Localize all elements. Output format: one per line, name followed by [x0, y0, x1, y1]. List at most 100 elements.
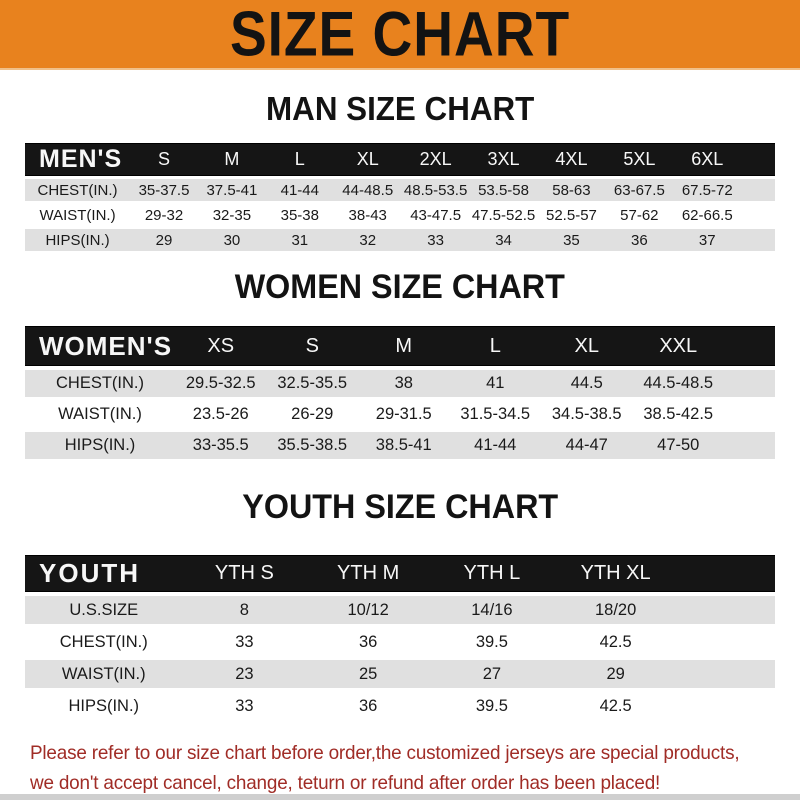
column-header: M	[358, 326, 450, 366]
column-header: YTH S	[182, 555, 307, 592]
filler-cell	[741, 229, 775, 251]
table-title-cell: YOUTH	[25, 555, 183, 592]
filler-cell	[741, 143, 775, 176]
row-label: WAIST(IN.)	[25, 401, 175, 428]
row-label: CHEST(IN.)	[25, 628, 183, 656]
value-cell: 10/12	[306, 596, 430, 624]
value-cell: 34	[469, 229, 538, 251]
table-header-row: YOUTH YTH S YTH M YTH L YTH XL	[25, 555, 775, 592]
value-cell: 18/20	[553, 596, 678, 624]
column-header: XL	[541, 326, 633, 366]
bottom-edge-strip	[0, 794, 800, 800]
value-cell: 34.5-38.5	[541, 401, 633, 428]
column-header: XS	[175, 326, 267, 366]
value-cell: 39.5	[430, 628, 554, 656]
column-header: 6XL	[673, 143, 742, 176]
value-cell: 23	[182, 660, 307, 688]
row-label: WAIST(IN.)	[25, 204, 131, 226]
table-header-row: WOMEN'S XS S M L XL XXL	[25, 326, 775, 366]
value-cell: 44-48.5	[333, 179, 402, 201]
row-label: U.S.SIZE	[25, 596, 183, 624]
value-cell: 63-67.5	[605, 179, 674, 201]
filler-cell	[724, 326, 775, 366]
value-cell: 44-47	[541, 432, 633, 459]
row-label: HIPS(IN.)	[25, 229, 131, 251]
size-chart-banner: SIZE CHART	[0, 0, 800, 70]
table-row: CHEST(IN.) 33 36 39.5 42.5	[25, 628, 775, 656]
value-cell: 23.5-26	[175, 401, 267, 428]
value-cell: 36	[306, 628, 430, 656]
value-cell: 35	[537, 229, 606, 251]
value-cell: 38.5-42.5	[632, 401, 724, 428]
value-cell: 42.5	[553, 628, 678, 656]
value-cell: 14/16	[430, 596, 554, 624]
row-label: WAIST(IN.)	[25, 660, 183, 688]
column-header: 2XL	[401, 143, 470, 176]
value-cell: 37	[673, 229, 742, 251]
value-cell: 32.5-35.5	[266, 370, 358, 397]
youth-size-table: YOUTH YTH S YTH M YTH L YTH XL U.S.SIZE 8 10/12…	[25, 551, 775, 724]
table-title-cell: MEN'S	[25, 143, 131, 176]
value-cell: 52.5-57	[537, 204, 606, 226]
filler-cell	[677, 555, 775, 592]
value-cell: 27	[430, 660, 554, 688]
value-cell: 41-44	[265, 179, 334, 201]
value-cell: 37.5-41	[197, 179, 266, 201]
value-cell: 58-63	[537, 179, 606, 201]
value-cell: 62-66.5	[673, 204, 742, 226]
value-cell: 48.5-53.5	[401, 179, 470, 201]
column-header: S	[130, 143, 198, 176]
disclaimer-note: Please refer to our size chart before or…	[30, 738, 800, 798]
column-header: L	[265, 143, 334, 176]
value-cell: 43-47.5	[401, 204, 470, 226]
column-header: XL	[333, 143, 402, 176]
row-label: CHEST(IN.)	[25, 370, 175, 397]
value-cell: 39.5	[430, 692, 554, 720]
column-header: S	[266, 326, 358, 366]
column-header: XXL	[632, 326, 724, 366]
column-header: YTH M	[306, 555, 430, 592]
disclaimer-line-1: Please refer to our size chart before or…	[30, 742, 740, 764]
value-cell: 44.5-48.5	[632, 370, 724, 397]
value-cell: 35.5-38.5	[266, 432, 358, 459]
value-cell: 36	[306, 692, 430, 720]
column-header: L	[449, 326, 541, 366]
column-header: 3XL	[469, 143, 538, 176]
table-row: U.S.SIZE 8 10/12 14/16 18/20	[25, 596, 775, 624]
value-cell: 35-37.5	[130, 179, 198, 201]
filler-cell	[677, 660, 775, 688]
table-header-row: MEN'S S M L XL 2XL 3XL 4XL 5XL 6XL	[25, 143, 775, 176]
value-cell: 57-62	[605, 204, 674, 226]
value-cell: 32	[333, 229, 402, 251]
value-cell: 33	[401, 229, 470, 251]
youth-size-chart-title: YOUTH SIZE CHART	[242, 488, 558, 526]
column-header: M	[197, 143, 266, 176]
women-size-table: WOMEN'S XS S M L XL XXL CHEST(IN.) 29.5-32.5 32.5…	[25, 322, 775, 463]
value-cell: 67.5-72	[673, 179, 742, 201]
value-cell: 31	[265, 229, 334, 251]
value-cell: 47-50	[632, 432, 724, 459]
row-label: CHEST(IN.)	[25, 179, 131, 201]
value-cell: 38	[358, 370, 450, 397]
value-cell: 35-38	[265, 204, 334, 226]
disclaimer-line-2: we don't accept cancel, change, teturn o…	[30, 772, 661, 794]
value-cell: 47.5-52.5	[469, 204, 538, 226]
filler-cell	[677, 628, 775, 656]
value-cell: 38.5-41	[358, 432, 450, 459]
table-row: WAIST(IN.) 23.5-26 26-29 29-31.5 31.5-34.5 34…	[25, 401, 775, 428]
value-cell: 29	[130, 229, 198, 251]
value-cell: 41	[449, 370, 541, 397]
column-header: 4XL	[537, 143, 606, 176]
filler-cell	[677, 596, 775, 624]
column-header: YTH XL	[553, 555, 678, 592]
value-cell: 29	[553, 660, 678, 688]
value-cell: 44.5	[541, 370, 633, 397]
women-size-chart-title: WOMEN SIZE CHART	[234, 268, 566, 306]
value-cell: 38-43	[333, 204, 402, 226]
value-cell: 31.5-34.5	[449, 401, 541, 428]
value-cell: 41-44	[449, 432, 541, 459]
value-cell: 25	[306, 660, 430, 688]
value-cell: 33-35.5	[175, 432, 267, 459]
filler-cell	[724, 401, 775, 428]
